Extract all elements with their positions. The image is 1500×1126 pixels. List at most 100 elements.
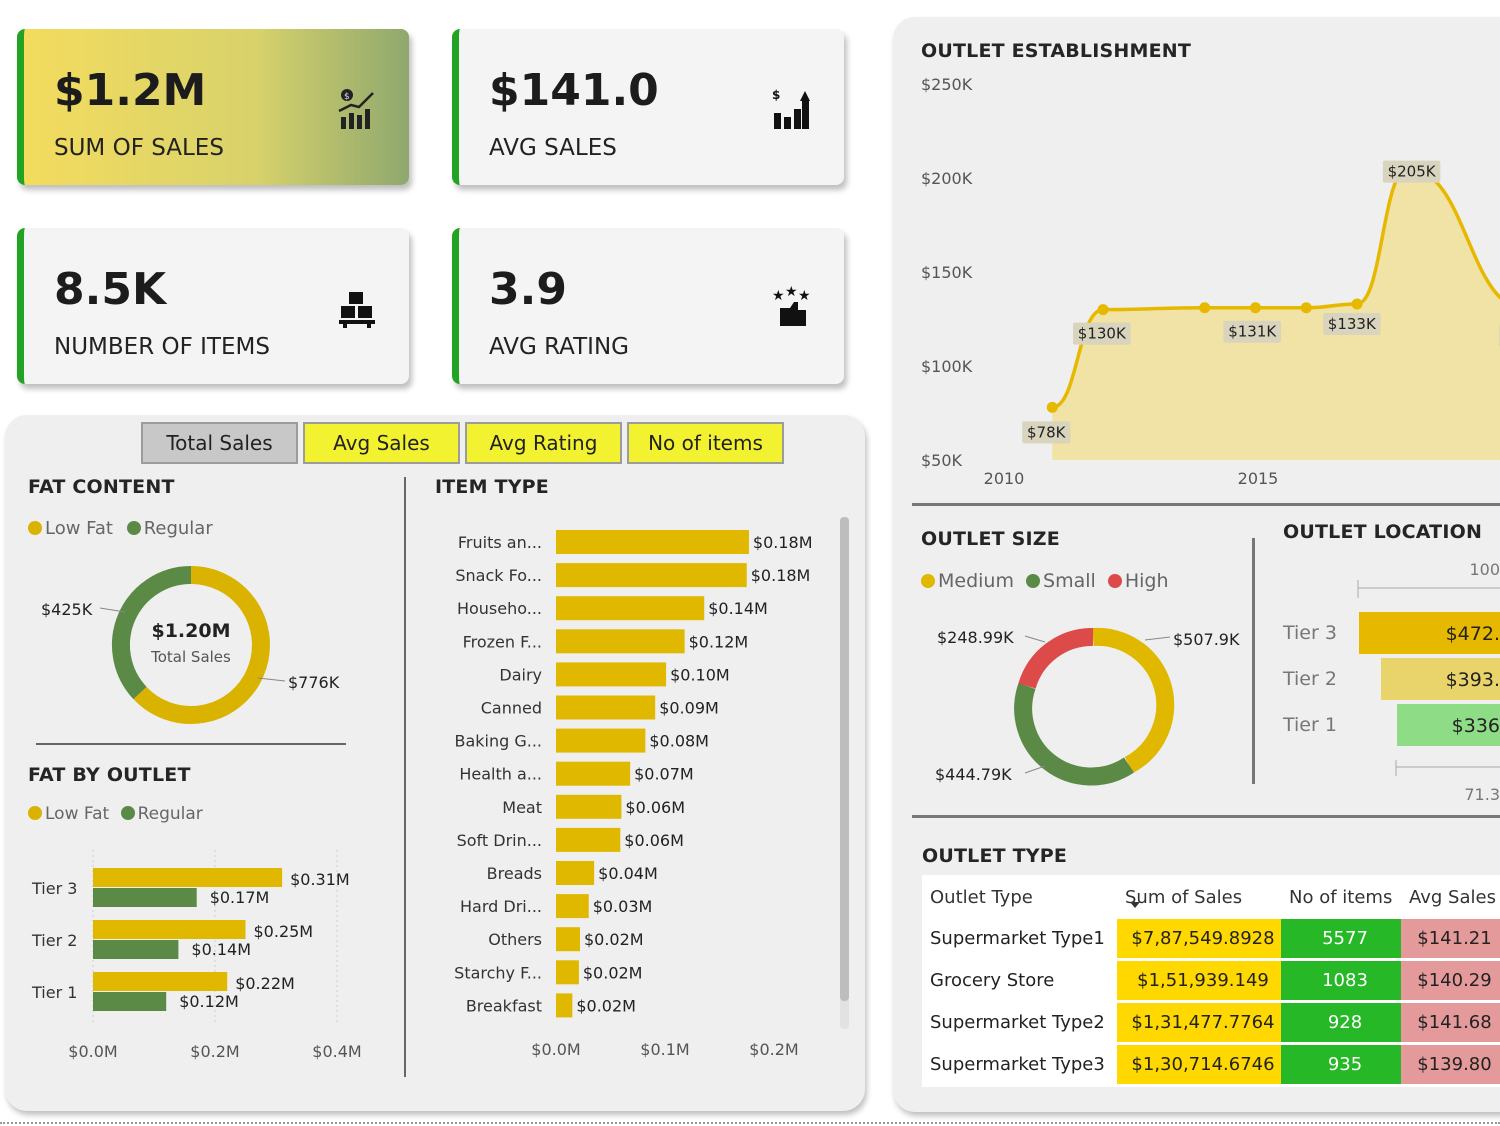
donut-slice-medium [1092,627,1175,773]
legend-low-fat: Low Fat [45,804,110,824]
data-label: $0.02M [583,963,643,982]
data-label: $0.09M [659,699,719,718]
cell-avg-sales: $140.29 [1401,961,1500,1000]
bar-regular [93,992,167,1011]
table-row[interactable]: Grocery Store $1,51,939.149 1083 $140.29 [922,961,1500,1000]
data-label: $0.03M [593,897,653,916]
donut-label-regular: $425K [41,600,93,619]
legend-dot-small [1026,574,1041,588]
data-label: $0.12M [689,632,749,651]
bar [556,927,580,952]
kpi-avg-sales[interactable]: $141.0 AVG SALES $ [452,29,844,185]
cell-no-of-items: 5577 [1281,919,1401,958]
data-point [1199,302,1211,314]
x-tick-label: $0.4M [312,1042,361,1061]
tab-avg-rating[interactable]: Avg Rating [465,422,622,464]
col-sum-of-sales[interactable]: Sum of Sales [1125,886,1243,908]
legend-dot-regular [120,806,135,820]
item-type-chart[interactable]: $0.0M $0.1M $0.2M Fruits an... $0.18M Snack F… [420,525,840,1075]
scrollbar-thumb[interactable] [840,517,849,1001]
category-label: Starchy F... [454,963,542,982]
outlet-size-donut[interactable]: $248.99K $507.9K $444.79K [925,610,1250,800]
bar-regular [93,888,197,907]
legend-regular: Regular [143,518,213,539]
cell-no-of-items: 928 [1281,1003,1401,1042]
kpi-avg-rating[interactable]: 3.9 AVG RATING ★ ★ ★ [452,228,844,384]
category-label: Frozen F... [463,632,542,651]
cell-avg-sales: $141.68 [1401,1003,1500,1042]
donut-slice-high [1018,627,1094,689]
data-label-box [1022,421,1071,444]
col-outlet-type[interactable]: Outlet Type [930,886,1033,908]
bar [556,827,621,852]
category-label: Fruits an... [458,533,542,552]
legend-dot-high [1107,574,1122,588]
data-label: $0.18M [751,566,811,585]
donut-label-low-fat: $776K [288,673,340,692]
tab-no-of-items[interactable]: No of items [627,422,784,464]
data-label: $131K [1228,323,1277,341]
bar [556,596,705,621]
fat-content-legend: Low Fat Regular [28,518,213,539]
legend-low-fat: Low Fat [45,518,113,539]
bar [556,695,656,720]
category-label: Others [488,930,542,949]
y-tick-label: $100K [921,357,973,376]
item-type-scrollbar[interactable] [840,517,849,1029]
table-row[interactable]: Supermarket Type1 $7,87,549.8928 5577 $1… [922,919,1500,958]
data-label: $0.06M [625,798,685,817]
axis-bottom-label: 71.3 [1464,785,1500,804]
divider [404,477,406,1077]
kpi-number-of-items[interactable]: 8.5K NUMBER OF ITEMS [17,228,409,384]
outlet-type-table: Outlet Type Sum of Sales No of items Avg… [922,875,1500,1087]
kpi-value: 8.5K [54,264,167,315]
kpi-sum-of-sales[interactable]: $1.2M SUM OF SALES $ [17,29,409,185]
legend-dot-low-fat [28,521,42,535]
bar [556,530,749,554]
bar [556,993,573,1018]
data-label: $0.10M [670,665,730,684]
category-label: Dairy [499,665,542,684]
data-point [1249,302,1261,314]
data-label: $0.31M [290,870,350,889]
sort-arrow-icon[interactable] [1130,902,1140,908]
data-label: $78K [1027,423,1067,441]
category-label: Tier 1 [1282,714,1337,736]
bar [556,894,589,919]
category-label: Health a... [459,765,542,784]
fat-by-outlet-chart[interactable]: $0.0M $0.2M $0.4M Tier 3 $0.31M $0.17M Tier 2 $… [20,850,380,1070]
cell-no-of-items: 935 [1281,1045,1401,1084]
bar-low-fat [93,920,246,939]
divider [912,503,1500,506]
data-label: $0.12M [179,992,239,1011]
bar [556,563,747,588]
category-label: Breads [487,864,542,883]
x-tick-label: 2010 [984,469,1025,488]
data-label: $472. [1446,623,1500,645]
donut-slice-low-fat [133,566,270,724]
outlet-establishment-chart[interactable]: $50K$100K$150K$200K$250K201020152$78K$13… [905,65,1500,495]
axis-top-label: 100 [1469,560,1500,579]
category-label: Tier 3 [31,879,77,898]
kpi-value: $1.2M [54,65,207,116]
tab-avg-sales[interactable]: Avg Sales [303,422,460,464]
col-no-of-items[interactable]: No of items [1289,886,1393,908]
table-row[interactable]: Supermarket Type2 $1,31,477.7764 928 $14… [922,1003,1500,1042]
divider [36,743,346,745]
category-label: Tier 3 [1282,622,1337,644]
table-header-row: Outlet Type Sum of Sales No of items Avg… [922,878,1500,916]
fat-content-donut[interactable]: $1.20M Total Sales $425K $776K [30,560,360,730]
outlet-location-chart[interactable]: 100 Tier 3 $472. Tier 2 $393. Tier 1 $336 71.3 [1270,550,1500,810]
outlet-size-title: OUTLET SIZE [921,528,1060,550]
outlet-establishment-title: OUTLET ESTABLISHMENT [921,40,1192,62]
legend-high: High [1124,570,1169,592]
data-point [1351,298,1363,310]
table-row[interactable]: Supermarket Type3 $1,30,714.6746 935 $13… [922,1045,1500,1084]
size-label-medium: $507.9K [1173,630,1240,649]
cell-sum-of-sales: $1,30,714.6746 [1117,1045,1281,1084]
item-type-title: ITEM TYPE [435,476,549,498]
divider [912,815,1500,818]
tab-total-sales[interactable]: Total Sales [141,422,298,464]
col-avg-sales[interactable]: Avg Sales [1409,886,1496,908]
legend-medium: Medium [938,570,1014,592]
